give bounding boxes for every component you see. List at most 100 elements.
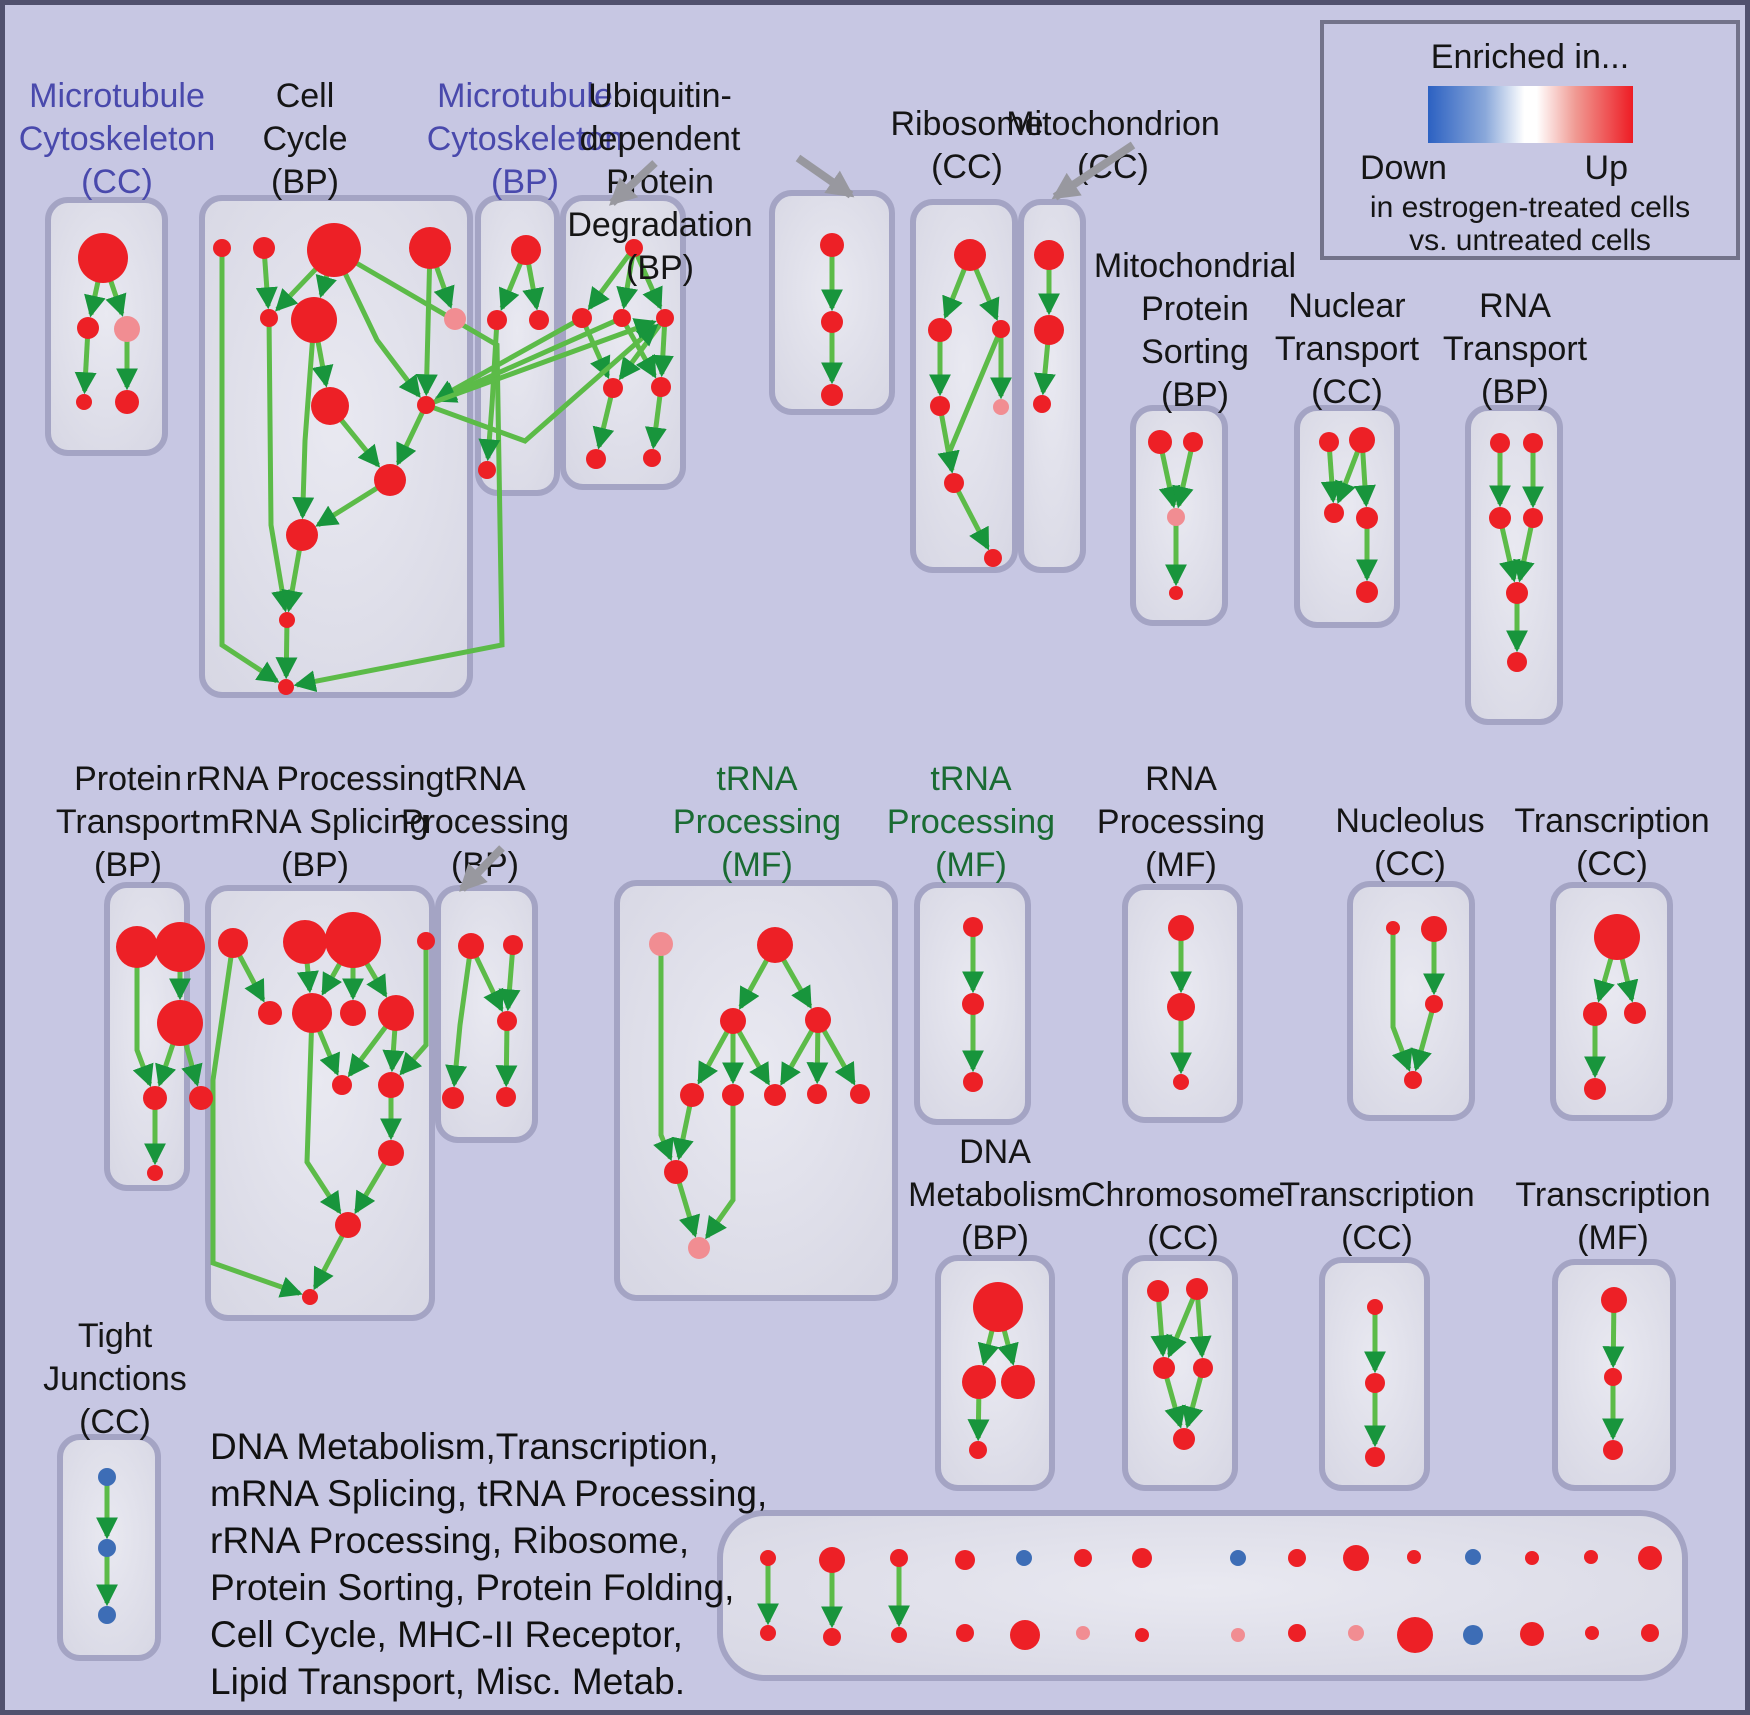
go-term-edge — [354, 1162, 387, 1215]
go-term-edge — [292, 341, 315, 520]
go-term-node — [1421, 916, 1447, 942]
go-term-node — [1324, 503, 1344, 523]
go-term-edge — [1410, 1011, 1435, 1072]
go-term-node — [969, 1441, 987, 1459]
go-term-edge — [415, 267, 438, 397]
go-term-node — [1348, 1625, 1364, 1641]
cluster-label-rrna-processing-mrna-splicing-bp: (BP) — [281, 846, 349, 884]
go-term-edge — [1616, 957, 1639, 1003]
go-term-node — [1010, 1620, 1040, 1650]
label-pointer-arrow — [459, 845, 505, 892]
cluster-label-rrna-processing-mrna-splicing-bp: mRNA Splicing — [202, 803, 429, 841]
go-term-edge — [255, 257, 278, 310]
go-term-node — [279, 612, 295, 628]
cluster-box-dna-metabolism-bp — [935, 1255, 1055, 1491]
go-term-node — [973, 1282, 1023, 1332]
go-term-node — [1167, 508, 1185, 526]
go-term-node — [963, 917, 983, 937]
cluster-label-trna-processing-bp: Processing — [401, 803, 569, 841]
cluster-label-microtubule-cytoskeleton-bp: Cytoskeleton — [427, 120, 624, 158]
go-term-edge — [210, 956, 303, 1298]
go-term-node — [1135, 1628, 1149, 1642]
go-term-node — [1397, 1617, 1433, 1653]
go-term-edge — [616, 255, 638, 310]
go-term-edge — [977, 1329, 1000, 1366]
cluster-label-microtubule-cytoskeleton-bp: (BP) — [491, 163, 559, 201]
cluster-label-chromosome-cc: Chromosome — [1081, 1176, 1285, 1214]
cluster-label-protein-transport-bp: Transport — [56, 803, 201, 841]
go-term-node — [1231, 1628, 1245, 1642]
go-term-edge — [653, 955, 674, 1162]
go-term-edge — [339, 418, 381, 468]
cluster-label-protein-transport-bp: (BP) — [94, 846, 162, 884]
go-term-node — [1465, 1549, 1481, 1565]
go-term-node — [992, 320, 1010, 338]
go-term-node — [962, 1365, 996, 1399]
go-term-edge — [74, 337, 97, 395]
go-term-edge — [736, 1030, 771, 1086]
legend-down-label: Down — [1360, 149, 1447, 187]
go-term-node — [1638, 1546, 1662, 1570]
go-term-edge — [432, 323, 659, 444]
annotation-arrows — [459, 141, 1136, 892]
go-term-node — [603, 378, 623, 398]
go-term-node — [760, 1550, 776, 1566]
go-term-edge — [342, 272, 421, 399]
go-term-edge — [315, 485, 379, 528]
note-line: rRNA Processing, Ribosome, — [210, 1520, 690, 1561]
go-term-node — [1034, 315, 1064, 345]
go-term-edge — [498, 261, 523, 312]
go-term-node — [325, 912, 381, 968]
go-term-edge — [281, 549, 303, 613]
cluster-labels: Microtubule Cytoskeleton (CC) Cell Cycle (BP)… — [19, 77, 1711, 1441]
go-term-node — [1033, 395, 1051, 413]
go-term-edge — [395, 411, 425, 466]
go-term-node — [1506, 582, 1528, 604]
go-term-edge — [522, 263, 545, 311]
label-pointer-arrow — [795, 154, 855, 199]
go-term-edge — [293, 260, 505, 693]
cluster-box-trna-processing-mf-large — [614, 880, 898, 1301]
go-term-edge — [155, 1043, 177, 1087]
go-term-edge — [1033, 343, 1056, 396]
go-term-edge — [478, 328, 501, 462]
go-term-edge — [781, 958, 813, 1009]
go-term-node — [311, 387, 349, 425]
go-term-edge — [498, 953, 521, 1012]
go-term-edge — [1172, 450, 1194, 509]
go-term-edge — [955, 489, 990, 551]
go-term-edge — [316, 1029, 340, 1077]
go-term-edge — [1499, 527, 1521, 583]
go-term-edge — [296, 962, 319, 994]
cluster-label-trna-processing-bp: tRNA — [444, 760, 526, 798]
go-term-edge — [672, 1105, 694, 1161]
go-term-node — [890, 1549, 908, 1567]
go-term-edge — [275, 626, 298, 680]
cluster-label-cell-cycle-bp: Cell — [276, 77, 335, 115]
cluster-label-chromosome-cc: (CC) — [1147, 1219, 1219, 1257]
go-term-node — [625, 239, 643, 257]
cluster-box-ribosome-cc — [910, 199, 1018, 573]
go-term-edge — [973, 267, 1000, 321]
cluster-label-nucleolus-cc: Nucleolus — [1335, 802, 1484, 840]
go-term-node — [1173, 1074, 1189, 1090]
go-term-node — [302, 1289, 318, 1305]
go-term-edge — [676, 1181, 701, 1238]
note-line: Lipid Transport, Misc. Metab. — [210, 1661, 686, 1702]
go-term-node — [1167, 993, 1195, 1021]
cluster-label-trna-processing-mf-small: Processing — [887, 803, 1055, 841]
go-term-node — [1523, 433, 1543, 453]
go-term-node — [1186, 1278, 1208, 1300]
go-term-edge — [1513, 526, 1535, 583]
go-term-node — [954, 239, 986, 271]
go-term-node — [586, 449, 606, 469]
go-term-node — [218, 928, 248, 958]
go-term-edge — [312, 1234, 345, 1291]
go-term-edge — [311, 341, 334, 388]
go-term-node — [1356, 581, 1378, 603]
go-term-edge — [105, 279, 127, 317]
note-line: Protein Sorting, Protein Folding, — [210, 1567, 735, 1608]
cluster-label-dna-metabolism-bp: DNA — [959, 1133, 1031, 1171]
cluster-label-cell-cycle-bp: Cycle — [262, 120, 347, 158]
go-term-node — [307, 223, 361, 277]
